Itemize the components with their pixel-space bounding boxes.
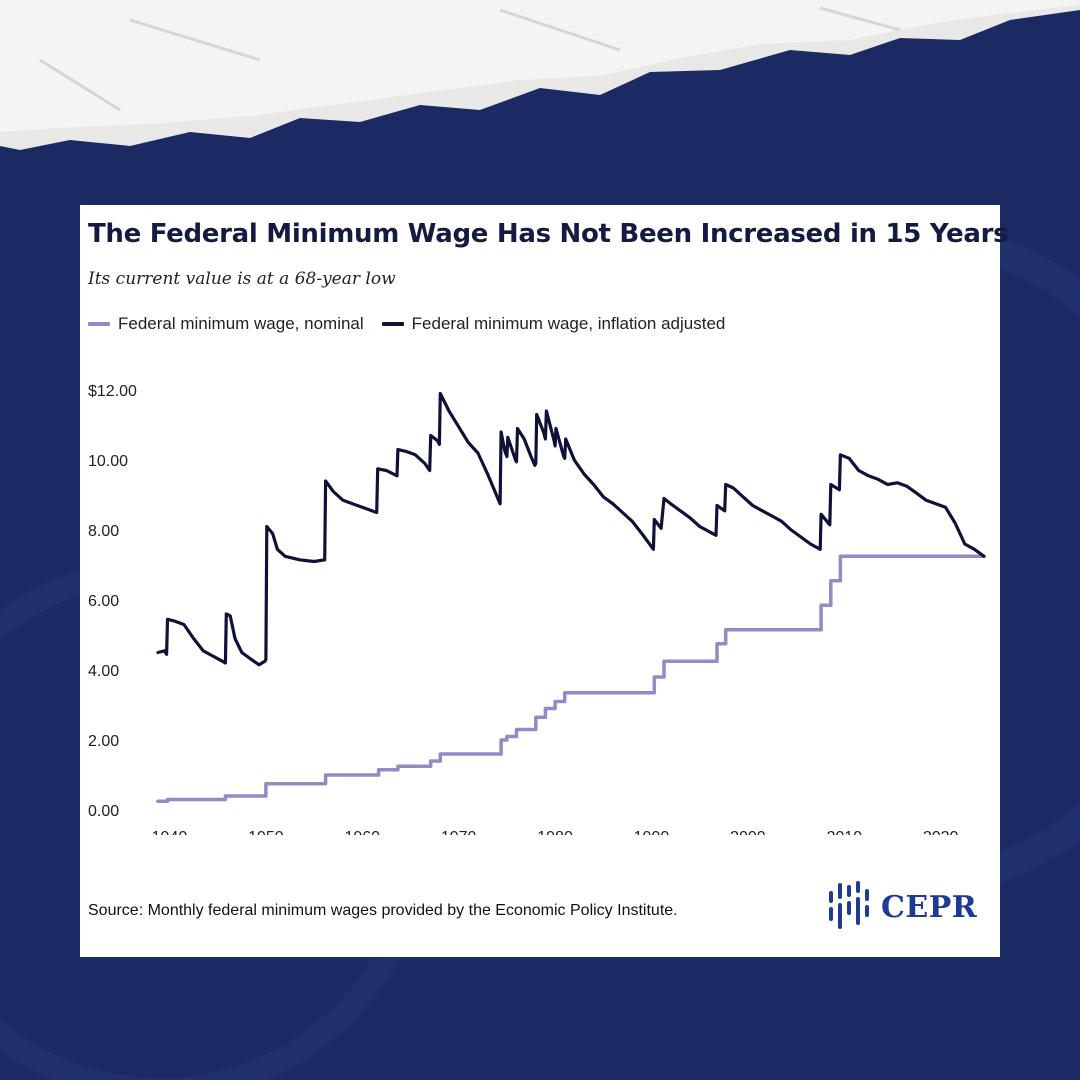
chart-title: The Federal Minimum Wage Has Not Been In… (88, 219, 1009, 249)
chart-legend: Federal minimum wage, nominal Federal mi… (88, 313, 743, 335)
series-line-nominal (156, 554, 986, 804)
x-axis: 1940 1950 1960 1970 1980 1990 2000 2010 2020 (152, 829, 959, 835)
x-tick-label: 1970 (441, 829, 477, 835)
y-tick-label: 4.00 (88, 663, 119, 680)
y-tick-label: $12.00 (88, 383, 137, 400)
x-tick-label: 1950 (248, 829, 284, 835)
cepr-logo: CEPR (825, 877, 995, 937)
source-note: Source: Monthly federal minimum wages pr… (88, 902, 678, 919)
legend-item-nominal: Federal minimum wage, nominal (88, 314, 364, 334)
x-tick-label: 1990 (634, 829, 670, 835)
y-tick-label: 6.00 (88, 593, 119, 610)
x-tick-label: 1960 (344, 829, 380, 835)
y-tick-label: 10.00 (88, 453, 128, 470)
cepr-logo-icon (829, 881, 869, 929)
legend-item-inflation-adjusted: Federal minimum wage, inflation adjusted (381, 314, 726, 334)
x-tick-label: 1980 (537, 829, 573, 835)
legend-swatch-nominal (88, 322, 110, 326)
x-tick-label: 2000 (730, 829, 766, 835)
cepr-logo-text: CEPR (881, 889, 978, 925)
chart-subtitle: Its current value is at a 68-year low (88, 269, 396, 289)
y-axis: 0.00 2.00 4.00 6.00 8.00 10.00 $12.00 (88, 383, 137, 820)
y-tick-label: 8.00 (88, 523, 119, 540)
legend-label-inflation-adjusted: Federal minimum wage, inflation adjusted (411, 314, 726, 333)
x-tick-label: 2010 (826, 829, 862, 835)
legend-swatch-inflation-adjusted (381, 322, 404, 326)
x-tick-label: 2020 (923, 829, 959, 835)
line-chart: 0.00 2.00 4.00 6.00 8.00 10.00 $12.00 1940 1950… (88, 383, 986, 835)
chart-card: The Federal Minimum Wage Has Not Been In… (80, 205, 1009, 957)
y-tick-label: 0.00 (88, 803, 119, 820)
y-tick-label: 2.00 (88, 733, 119, 750)
series-layer (156, 391, 986, 804)
series-line-inflation-adjusted (156, 391, 986, 667)
x-tick-label: 1940 (152, 829, 188, 835)
legend-label-nominal: Federal minimum wage, nominal (118, 314, 364, 333)
